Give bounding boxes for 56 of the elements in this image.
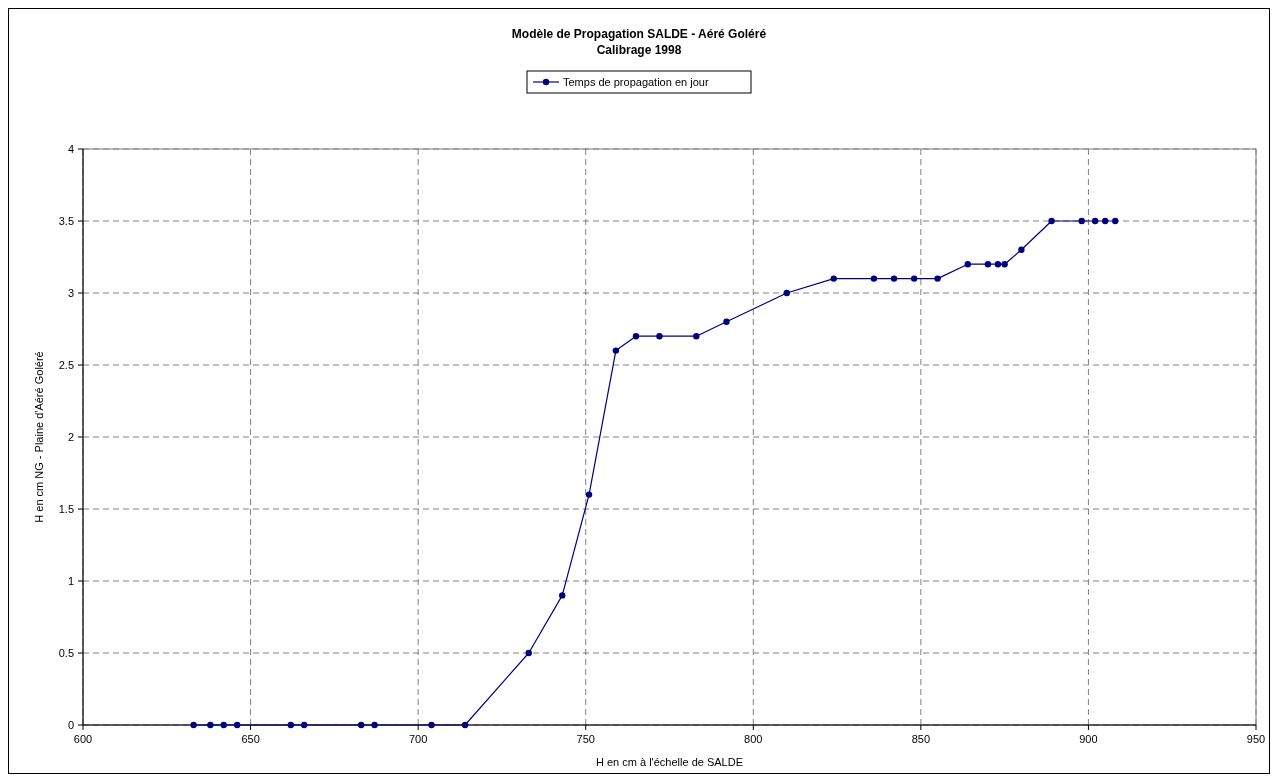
legend-label: Temps de propagation en jour bbox=[563, 76, 709, 88]
y-tick-label: 1 bbox=[67, 575, 74, 587]
y-tick-label: 0.5 bbox=[58, 647, 74, 659]
y-tick-label: 3 bbox=[67, 287, 74, 299]
x-tick-label: 600 bbox=[73, 733, 93, 745]
point bbox=[994, 261, 1002, 268]
x-tick-label: 850 bbox=[911, 733, 931, 745]
x-axis-title: H en cm à l'échelle de SALDE bbox=[595, 756, 744, 768]
y-axis-title: H en cm NG - Plaine d'Aéré Goléré bbox=[33, 351, 45, 523]
point bbox=[207, 721, 214, 729]
x-tick-label: 750 bbox=[576, 733, 595, 745]
point bbox=[190, 721, 197, 729]
chart-title: Modèle de Propagation SALDE - Aéré Goléré bbox=[511, 27, 767, 41]
point bbox=[1001, 261, 1008, 268]
y-tick-label: 2 bbox=[67, 431, 74, 443]
point bbox=[964, 261, 971, 268]
point bbox=[693, 333, 700, 340]
point bbox=[1018, 246, 1025, 253]
point bbox=[300, 721, 308, 729]
y-tick-label: 2.5 bbox=[58, 359, 74, 371]
x-tick-label: 700 bbox=[408, 733, 428, 745]
point bbox=[461, 721, 469, 729]
point bbox=[585, 491, 593, 498]
point bbox=[870, 275, 878, 282]
x-tick-label: 900 bbox=[1079, 733, 1098, 745]
point bbox=[890, 275, 898, 282]
point bbox=[1048, 217, 1055, 225]
point bbox=[612, 347, 620, 354]
point bbox=[1101, 217, 1109, 225]
y-tick-label: 1.5 bbox=[58, 503, 74, 515]
point bbox=[934, 275, 941, 282]
point bbox=[525, 649, 532, 657]
point bbox=[656, 333, 663, 340]
point bbox=[1078, 217, 1085, 225]
point bbox=[233, 721, 241, 729]
chart-subtitle: Calibrage 1998 bbox=[596, 43, 682, 57]
y-tick-label: 4 bbox=[67, 143, 74, 155]
point bbox=[428, 721, 435, 729]
point bbox=[783, 289, 790, 297]
point bbox=[357, 721, 365, 729]
point bbox=[723, 318, 730, 325]
x-tick-label: 950 bbox=[1246, 733, 1266, 745]
point bbox=[559, 592, 566, 599]
point bbox=[830, 275, 837, 282]
point bbox=[910, 275, 918, 282]
point bbox=[220, 721, 227, 729]
point bbox=[371, 721, 378, 729]
y-tick-label: 0 bbox=[67, 719, 74, 731]
point bbox=[632, 333, 640, 340]
x-tick-label: 800 bbox=[744, 733, 763, 745]
point bbox=[287, 721, 294, 729]
y-tick-label: 3.5 bbox=[58, 215, 74, 227]
point bbox=[984, 261, 992, 268]
point bbox=[1112, 217, 1119, 225]
point bbox=[1091, 217, 1099, 225]
x-tick-label: 650 bbox=[241, 733, 260, 745]
